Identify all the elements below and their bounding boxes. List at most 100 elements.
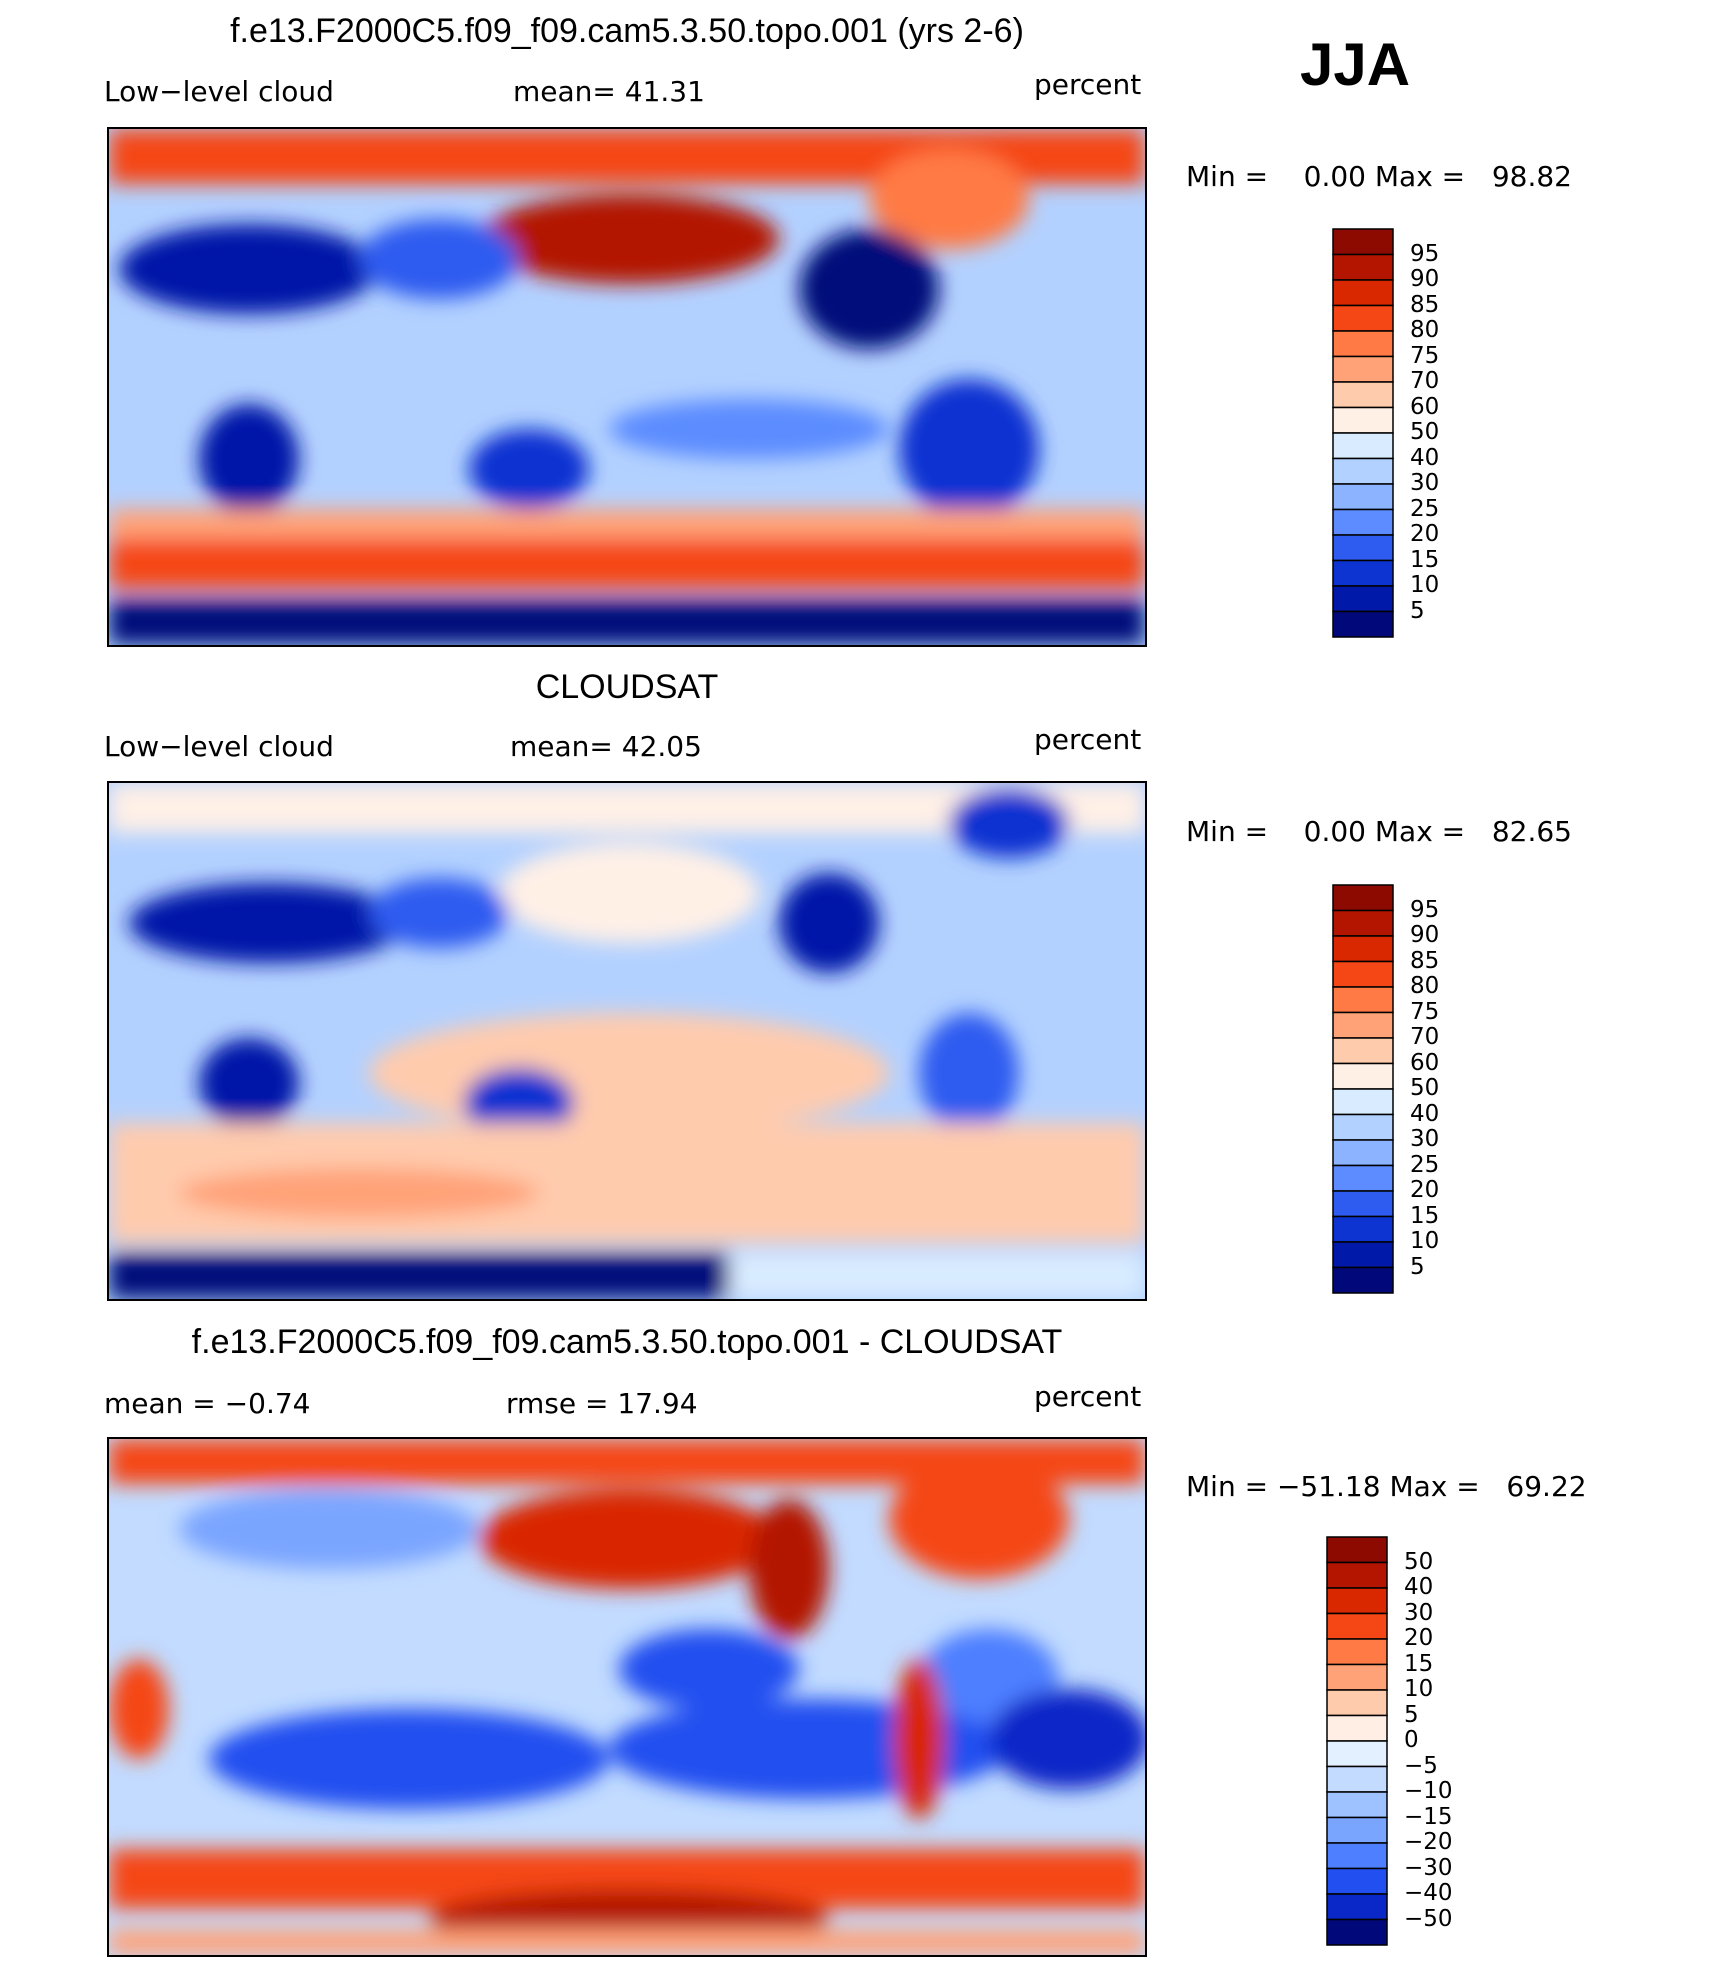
colorbar-3-level-label: −10	[1404, 1778, 1453, 1804]
colorbar-1-level-label: 70	[1410, 368, 1440, 394]
colorbar-3-level-label: 40	[1404, 1574, 1434, 1600]
colorbar-1-swatch-15	[1332, 610, 1394, 638]
colorbar-1-swatch-11	[1332, 508, 1394, 536]
panel-1-title: f.e13.F2000C5.f09_f09.cam5.3.50.topo.001…	[230, 12, 1024, 50]
colorbar-2-swatch-5	[1332, 1011, 1394, 1039]
panel-3-map-svg	[109, 1439, 1145, 1955]
colorbar-2-swatch-2	[1332, 935, 1394, 963]
colorbar-1-level-label: 5	[1410, 597, 1425, 624]
colorbar-2-swatch-11	[1332, 1164, 1394, 1192]
colorbar-3-level-label: −5	[1404, 1752, 1438, 1779]
colorbar-1-swatch-4	[1332, 330, 1394, 358]
colorbar-3-labels: 50 40 30 20 15 10 5 0 −5 −10 −15 −20 −30 −40 −50	[1404, 1536, 1514, 1956]
colorbar-1-labels: 95 90 85 80 75 70 60 50 40 30 25 20 15 10 5	[1410, 228, 1510, 648]
colorbar-3-level-label: −15	[1404, 1803, 1453, 1830]
panel-1-map	[107, 127, 1147, 647]
colorbar-3-level-label: −50	[1404, 1905, 1453, 1932]
colorbar-1-swatch-7	[1332, 406, 1394, 434]
colorbar-3-level-label: 15	[1404, 1650, 1434, 1677]
panel-3-mean-label: mean = −0.74	[104, 1387, 311, 1420]
colorbar-3-swatch-5	[1326, 1663, 1388, 1691]
colorbar-3-level-label: −20	[1404, 1829, 1453, 1855]
colorbar-1-level-label: 90	[1410, 266, 1440, 292]
season-label: JJA	[1300, 31, 1411, 98]
colorbar-1-level-label: 60	[1410, 393, 1440, 420]
colorbar-1-level-label: 10	[1410, 572, 1440, 598]
colorbar-1-level-label: 50	[1410, 419, 1440, 445]
colorbar-3-level-label: −30	[1404, 1854, 1453, 1881]
colorbar-3-swatch-0	[1326, 1536, 1388, 1564]
panel-2-title: CLOUDSAT	[535, 668, 719, 706]
colorbar-3-level-label: 50	[1404, 1548, 1434, 1575]
colorbar-2-level-label: 90	[1410, 922, 1440, 948]
colorbar-2-swatch-1	[1332, 909, 1394, 937]
panel-1-mean-label: mean= 41.31	[513, 75, 705, 108]
colorbar-3-swatch-1	[1326, 1561, 1388, 1589]
colorbar-2-level-label: 5	[1410, 1253, 1425, 1280]
colorbar-2-level-label: 70	[1410, 1024, 1440, 1050]
colorbar-2-level-label: 80	[1410, 973, 1440, 999]
colorbar-3-swatch-6	[1326, 1689, 1388, 1717]
colorbar-1-swatch-6	[1332, 381, 1394, 409]
panel-3-rmse-label: rmse = 17.94	[506, 1387, 698, 1420]
panel-2-map	[107, 781, 1147, 1301]
colorbar-2-level-label: 15	[1410, 1202, 1440, 1229]
colorbar-3-level-label: −40	[1404, 1880, 1453, 1906]
colorbar-1-swatch-14	[1332, 585, 1394, 613]
colorbar-1	[1332, 228, 1394, 643]
colorbar-3-swatch-11	[1326, 1816, 1388, 1844]
colorbar-2-swatch-0	[1332, 884, 1394, 912]
colorbar-3-swatch-8	[1326, 1740, 1388, 1768]
colorbar-3-swatch-14	[1326, 1893, 1388, 1921]
colorbar-2-level-label: 75	[1410, 998, 1440, 1025]
colorbar-3-svg	[1326, 1536, 1388, 1946]
panel-2-map-svg	[109, 783, 1145, 1299]
colorbar-2-level-label: 95	[1410, 896, 1440, 923]
colorbar-1-level-label: 95	[1410, 240, 1440, 267]
colorbar-1-level-label: 80	[1410, 317, 1440, 343]
colorbar-2-swatch-10	[1332, 1139, 1394, 1167]
colorbar-1-swatch-3	[1332, 304, 1394, 332]
colorbar-1-swatch-13	[1332, 559, 1394, 587]
colorbar-2-swatch-13	[1332, 1215, 1394, 1243]
colorbar-2-swatch-9	[1332, 1113, 1394, 1141]
colorbar-3-swatch-9	[1326, 1765, 1388, 1793]
panel-2-units-label: percent	[1034, 723, 1142, 756]
panel-3-map	[107, 1437, 1147, 1957]
colorbar-3-level-label: 10	[1404, 1676, 1434, 1702]
colorbar-1-level-label: 20	[1410, 521, 1440, 547]
panel-1-map-svg	[109, 129, 1145, 645]
colorbar-2-swatch-3	[1332, 960, 1394, 988]
colorbar-3-level-label: 0	[1404, 1727, 1419, 1753]
colorbar-2-level-label: 10	[1410, 1228, 1440, 1254]
colorbar-1-level-label: 40	[1410, 444, 1440, 471]
colorbar-2-level-label: 60	[1410, 1049, 1440, 1076]
colorbar-1-swatch-12	[1332, 534, 1394, 562]
colorbar-2-swatch-6	[1332, 1037, 1394, 1065]
colorbar-1-level-label: 15	[1410, 546, 1440, 573]
colorbar-2-level-label: 20	[1410, 1177, 1440, 1203]
colorbar-1-swatch-1	[1332, 253, 1394, 281]
panel-1-units-label: percent	[1034, 68, 1142, 101]
colorbar-2-labels: 95 90 85 80 75 70 60 50 40 30 25 20 15 10 5	[1410, 884, 1510, 1304]
colorbar-3-swatch-4	[1326, 1638, 1388, 1666]
colorbar-2-level-label: 40	[1410, 1100, 1440, 1127]
colorbar-1-swatch-8	[1332, 432, 1394, 460]
colorbar-1-swatch-10	[1332, 483, 1394, 511]
colorbar-2-swatch-14	[1332, 1241, 1394, 1269]
colorbar-1-swatch-0	[1332, 228, 1394, 256]
colorbar-3-swatch-13	[1326, 1867, 1388, 1895]
colorbar-3-swatch-2	[1326, 1587, 1388, 1615]
colorbar-2-level-label: 30	[1410, 1126, 1440, 1152]
panel-2-mean-label: mean= 42.05	[510, 730, 702, 763]
panel-2-minmax: Min = 0.00 Max = 82.65	[1186, 815, 1572, 848]
colorbar-3-level-label: 5	[1404, 1701, 1419, 1728]
colorbar-2-level-label: 50	[1410, 1075, 1440, 1101]
colorbar-3-swatch-15	[1326, 1918, 1388, 1946]
colorbar-1-swatch-9	[1332, 457, 1394, 485]
colorbar-2-swatch-7	[1332, 1062, 1394, 1090]
colorbar-1-level-label: 25	[1410, 495, 1440, 522]
colorbar-1-level-label: 75	[1410, 342, 1440, 369]
colorbar-3-level-label: 30	[1404, 1599, 1434, 1626]
colorbar-1-level-label: 85	[1410, 291, 1440, 318]
